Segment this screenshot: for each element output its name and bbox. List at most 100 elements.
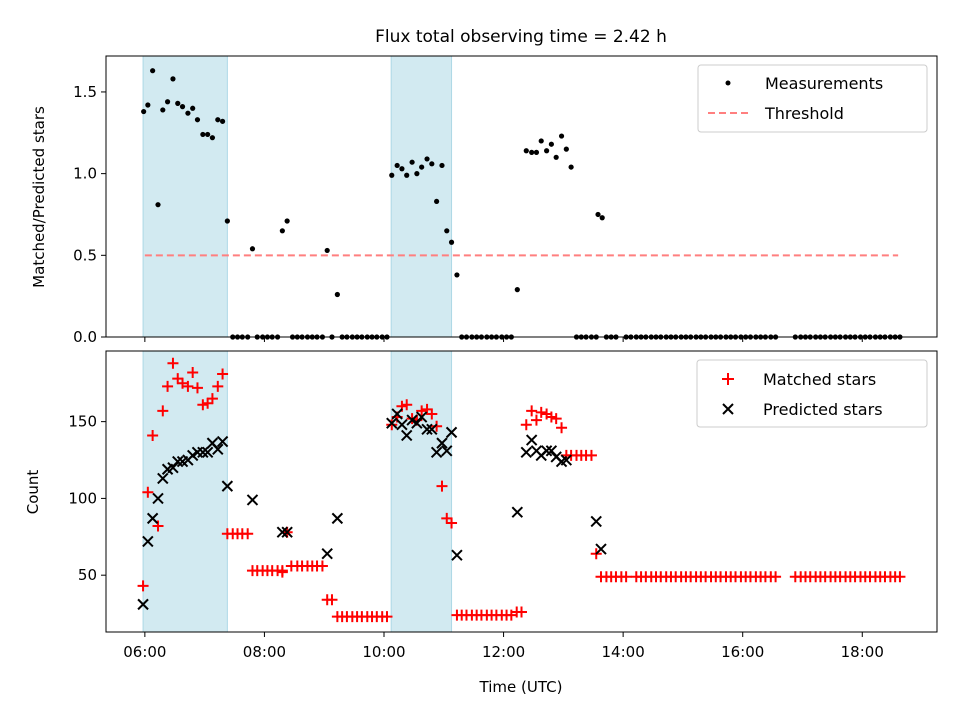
predicted-star-point — [221, 480, 234, 492]
predicted-star-point — [201, 446, 214, 459]
predicted-star-point — [142, 535, 154, 548]
matched-star-point — [276, 566, 288, 578]
measurement-point — [175, 100, 181, 106]
top-y-ticks: 0.0 0.5 1.0 1.5 — [73, 83, 106, 346]
matched-star-point — [516, 606, 527, 618]
measurement-point — [389, 172, 395, 178]
measurement-point — [209, 135, 216, 141]
matched-star-point — [147, 429, 159, 441]
measurement-point — [205, 131, 211, 138]
measurement-point — [538, 138, 544, 144]
bottom-y-axis-label: Count — [24, 470, 42, 515]
predicted-star-point — [511, 506, 524, 518]
predicted-star-point — [595, 543, 607, 555]
x-axis-label: Time (UTC) — [479, 678, 563, 696]
top-y-axis-label: Matched/Predicted stars — [30, 106, 48, 288]
y-tick-label: 0.0 — [73, 328, 97, 346]
top-legend: Measurements Threshold — [697, 64, 928, 133]
measurement-point — [529, 149, 535, 155]
measurement-point — [444, 228, 450, 234]
bottom-legend-box — [696, 359, 928, 428]
bottom-panel: 50 100 150 06:00 08:00 10:00 12:00 14:00 16:00 1… — [24, 350, 938, 661]
predicted-star-point — [137, 598, 149, 611]
measurement-point — [394, 162, 400, 169]
matched-star-point — [426, 408, 438, 420]
measurement-point — [334, 291, 340, 298]
measurement-point — [200, 131, 206, 138]
matched-star-point — [182, 380, 194, 392]
measurement-point — [160, 107, 166, 113]
matched-star-point — [167, 357, 179, 369]
predicted-star-point — [321, 547, 333, 560]
predicted-star-point — [445, 426, 458, 439]
measurement-point — [190, 105, 196, 111]
x-tick-label: 16:00 — [721, 643, 764, 661]
measurement-point — [399, 166, 405, 172]
predicted-star-point — [560, 454, 573, 466]
measurement-point — [284, 218, 290, 224]
measurement-point — [523, 148, 529, 154]
measurement-point — [164, 99, 171, 105]
matched-star-point — [545, 411, 557, 423]
predicted-star-point — [281, 526, 293, 538]
matched-star-point — [191, 382, 203, 394]
measurement-point — [448, 239, 455, 245]
x-tick-label: 06:00 — [123, 643, 166, 661]
measurement-point — [568, 164, 574, 170]
predicted-star-point — [146, 512, 159, 525]
matched-star-point — [197, 399, 209, 411]
top-legend-box — [697, 64, 928, 133]
predicted-star-point — [525, 434, 538, 446]
predicted-star-point — [436, 437, 448, 449]
matched-star-point — [550, 413, 562, 425]
bottom-x-ticks: 06:00 08:00 10:00 12:00 14:00 16:00 18:00 — [123, 632, 884, 661]
matched-star-point — [142, 486, 154, 498]
predicted-star-point — [451, 549, 463, 561]
predicted-star-point — [331, 512, 344, 525]
matched-star-point — [530, 414, 542, 426]
measurement-point — [194, 117, 201, 123]
matched-star-point — [381, 611, 393, 623]
predicted-star-point — [415, 411, 428, 423]
predicted-star-point — [396, 418, 408, 431]
matched-star-point — [520, 419, 532, 431]
legend-predicted-label: Predicted stars — [763, 400, 883, 419]
legend-measurement-marker — [725, 80, 731, 86]
y-tick-label: 50 — [78, 566, 97, 584]
y-tick-label: 1.5 — [73, 83, 97, 101]
x-tick-label: 18:00 — [841, 643, 884, 661]
shaded-interval — [390, 55, 453, 338]
shaded-interval — [142, 350, 228, 633]
measurement-point — [185, 110, 191, 116]
matched-star-point — [770, 571, 782, 583]
y-tick-label: 150 — [68, 413, 97, 431]
predicted-star-point — [590, 515, 602, 528]
predicted-star-point — [197, 446, 209, 459]
measurement-point — [429, 161, 435, 167]
matched-star-point — [620, 571, 632, 583]
measurement-point — [514, 287, 520, 293]
bottom-legend: Matched stars Predicted stars — [696, 359, 928, 428]
matched-star-point — [585, 449, 597, 461]
matched-star-point — [162, 380, 174, 392]
measurement-point — [170, 76, 176, 82]
measurement-point — [249, 246, 256, 252]
matched-star-point — [206, 393, 218, 405]
predicted-star-point — [391, 408, 403, 420]
predicted-star-point — [520, 446, 532, 459]
measurement-point — [219, 118, 226, 124]
predicted-star-point — [172, 455, 184, 468]
x-tick-label: 12:00 — [482, 643, 525, 661]
measurement-point — [563, 146, 569, 152]
legend-measurements-label: Measurements — [765, 74, 883, 93]
matched-star-point — [386, 419, 398, 431]
matched-star-point — [401, 399, 413, 411]
predicted-star-point — [157, 472, 169, 485]
predicted-star-point — [216, 435, 229, 448]
predicted-star-point — [441, 445, 453, 457]
matched-star-point — [157, 405, 169, 417]
measurement-point — [279, 228, 285, 234]
chart-title: Flux total observing time = 2.42 h — [375, 27, 667, 47]
matched-star-point — [894, 571, 906, 583]
